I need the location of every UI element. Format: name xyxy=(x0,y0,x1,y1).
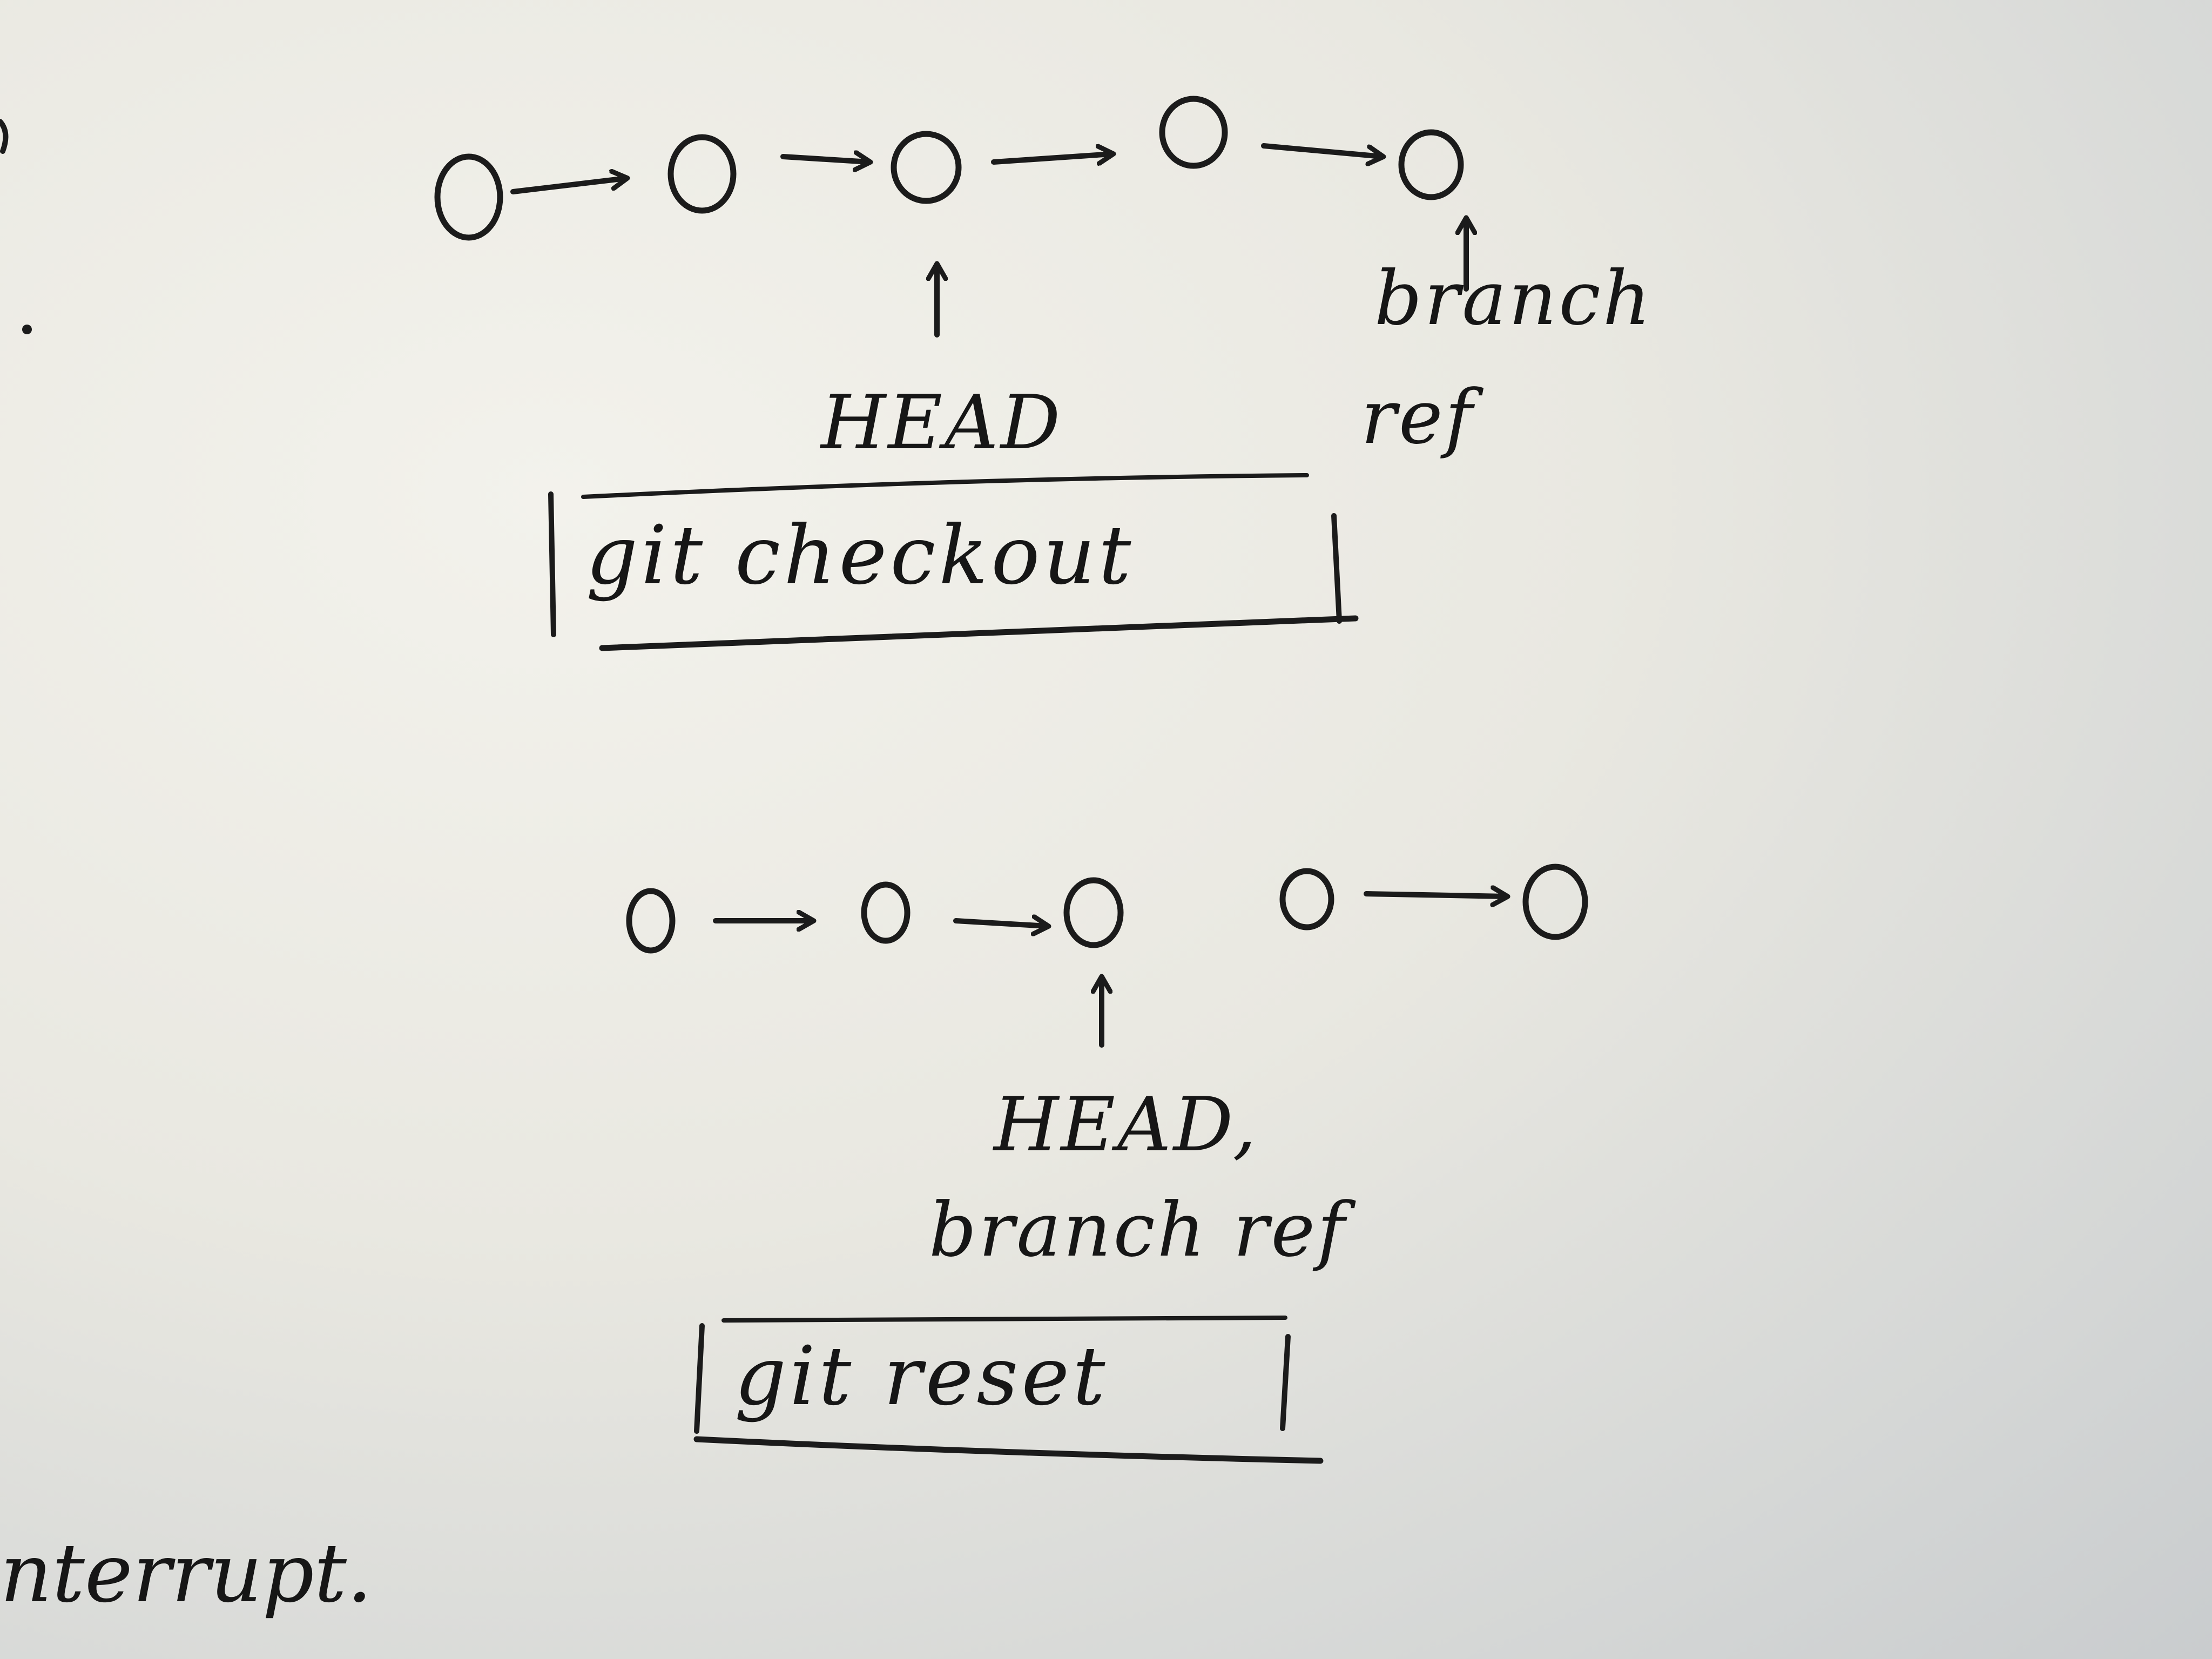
git-reset-command: git reset xyxy=(734,1330,1108,1424)
command-box-top xyxy=(581,473,1309,499)
stray-mark-top xyxy=(0,119,9,154)
command-box-left xyxy=(694,1323,705,1434)
git-checkout-command: git checkout xyxy=(586,509,1134,603)
ref-label: ref xyxy=(1361,374,1484,461)
commit-arrow xyxy=(1364,894,1507,896)
head-label: HEAD xyxy=(819,379,1062,466)
commit-node xyxy=(626,888,676,954)
command-box-underline xyxy=(599,615,1359,651)
margin-text-fragment: nterrupt. xyxy=(0,1527,373,1621)
commit-node xyxy=(1063,877,1124,948)
commit-node xyxy=(1398,129,1464,200)
commit-arrow xyxy=(510,178,626,194)
command-box-right xyxy=(1280,1334,1291,1431)
commit-node xyxy=(1279,868,1334,930)
commit-node xyxy=(1522,864,1588,940)
commit-arrow xyxy=(780,157,869,162)
reset-diagram: HEAD, branch ref git reset xyxy=(626,864,1588,1464)
commit-arrow xyxy=(953,921,1048,926)
commit-arrow xyxy=(991,154,1112,162)
commit-node xyxy=(891,131,962,204)
commit-node xyxy=(1159,96,1228,169)
command-box-underline xyxy=(693,1436,1324,1464)
commit-node xyxy=(861,881,911,944)
branch-ref-label: branch ref xyxy=(929,1186,1356,1273)
checkout-diagram: HEAD branch ref git checkout xyxy=(434,96,1653,651)
commit-node xyxy=(434,153,503,241)
command-box-left xyxy=(548,491,556,637)
command-box-top xyxy=(721,1316,1287,1323)
commit-node xyxy=(667,134,737,214)
commit-arrow xyxy=(1261,143,1382,157)
branch-label: branch xyxy=(1374,255,1653,342)
head-label: HEAD, xyxy=(992,1081,1258,1168)
stray-dot xyxy=(22,325,32,334)
command-box-right xyxy=(1331,513,1342,624)
